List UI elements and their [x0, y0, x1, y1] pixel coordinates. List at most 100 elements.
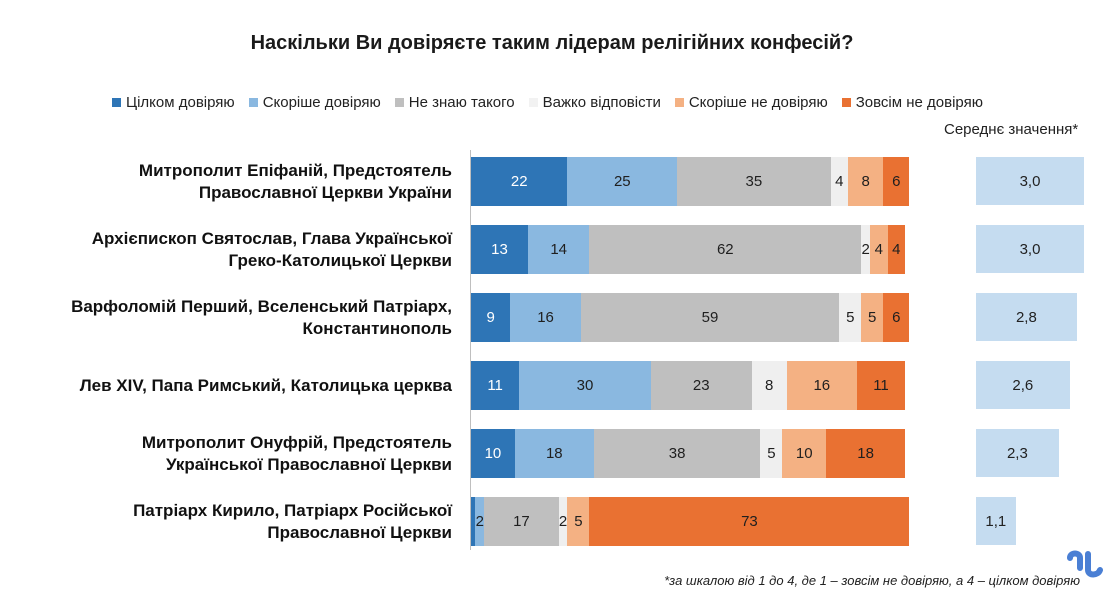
bar-segment: 11	[856, 361, 906, 410]
average-column-title: Середнє значення*	[944, 121, 1079, 138]
row-label: Митрополит Епіфаній, Предстоятель Правосл…	[139, 160, 452, 204]
bar-segment: 11	[471, 361, 520, 410]
bar-data-label: 2	[558, 513, 568, 530]
chart-baseline	[470, 150, 471, 550]
legend-swatch	[394, 97, 404, 107]
bar-data-label: 73	[741, 513, 758, 530]
bar-segment: 2	[475, 497, 485, 546]
average-value-label: 3,0	[1019, 240, 1041, 258]
legend-item: Скоріше довіряю	[248, 93, 381, 111]
chart-legend: Цілком довіряю Скоріше довіряю Не знаю так…	[112, 93, 997, 111]
legend-item: Зовсім не довіряю	[841, 93, 983, 111]
average-value-box: 3,0	[976, 225, 1084, 273]
row-label-line: Архієпископ Святослав, Глава Української	[91, 228, 452, 248]
bar-data-label: 6	[892, 309, 901, 326]
legend-item: Не знаю такого	[394, 94, 515, 111]
average-value-label: 2,8	[1015, 308, 1037, 326]
legend-label: Скоріше довіряю	[262, 93, 381, 111]
bar-segment: 2	[861, 225, 871, 274]
footnote: *за шкалою від 1 до 4, де 1 – зовсім не …	[664, 573, 1080, 588]
row-label-line: Константинополь	[302, 318, 452, 338]
bar-segment: 6	[883, 293, 910, 342]
legend-item: Важко відповісти	[528, 93, 661, 111]
bar-segment: 18	[514, 429, 594, 478]
bar-data-label: 4	[835, 173, 844, 190]
row-label: Варфоломій Перший, Вселенський Патріарх,…	[71, 296, 452, 340]
bar-segment: 5	[839, 293, 862, 342]
bar-segment: 10	[471, 429, 515, 478]
bar-data-label: 6	[892, 173, 901, 190]
bar-segment: 4	[887, 225, 906, 274]
bar-segment: 38	[593, 429, 761, 478]
bar-segment: 22	[471, 157, 568, 206]
brand-logo-icon	[1067, 550, 1103, 578]
logo-stroke-right	[1085, 551, 1103, 578]
bar-data-label: 8	[861, 173, 870, 190]
legend-label: Скоріше не довіряю	[688, 93, 828, 111]
row-label: Архієпископ Святослав, Глава Української…	[92, 228, 452, 272]
legend-item: Скоріше не довіряю	[674, 93, 828, 111]
row-label-line: Варфоломій Перший, Вселенський Патріарх,	[71, 296, 452, 316]
bar-segment: 8	[751, 361, 787, 410]
logo-stroke-left	[1067, 550, 1083, 571]
average-value-box: 2,3	[976, 429, 1059, 477]
bar-segment: 16	[510, 293, 581, 342]
chart-title: Наскільки Ви довіряєте таким лідерам рел…	[250, 32, 854, 54]
bar-segment: 25	[567, 157, 678, 206]
legend-label: Зовсім не довіряю	[855, 93, 983, 111]
row-label-line: Української Православної Церкви	[165, 454, 452, 474]
average-value-box: 2,6	[976, 361, 1070, 409]
bar-data-label: 62	[716, 241, 734, 258]
row-label: Патріарх Кирило, Патріарх Російської Прав…	[133, 500, 452, 544]
bar-segment: 62	[589, 225, 862, 274]
bar-segment: 8	[848, 157, 884, 206]
row-label-line: Лев XIV, Папа Римський, Католицька церкв…	[79, 375, 452, 395]
bar-segment: 4	[870, 225, 888, 274]
average-value-label: 1,1	[985, 512, 1007, 530]
bar-segment: 18	[826, 429, 906, 478]
bar-segment: 9	[471, 293, 511, 342]
bar-data-label: 18	[857, 445, 874, 462]
legend-item: Цілком довіряю	[112, 94, 235, 111]
bar-data-label: 10	[795, 445, 813, 462]
average-value-box: 1,1	[976, 497, 1016, 545]
bar-data-label: 2	[475, 513, 484, 530]
legend-label: Цілком довіряю	[126, 93, 235, 111]
legend-swatch	[248, 97, 258, 107]
bar-data-label: 23	[692, 377, 710, 394]
bar-segment: 5	[861, 293, 884, 342]
row-label-line: Православної Церкви України	[198, 182, 452, 202]
bar-data-label: 5	[767, 445, 776, 462]
average-value-label: 3,0	[1019, 172, 1041, 190]
legend-label: Важко відповісти	[542, 93, 661, 111]
bar-data-label: 30	[576, 377, 594, 394]
bar-segment: 59	[580, 293, 840, 342]
bar-segment: 73	[589, 497, 910, 546]
bar-data-label: 10	[484, 445, 502, 462]
bar-data-label: 5	[574, 513, 583, 530]
bar-data-label: 14	[550, 241, 568, 258]
bar-data-label: 11	[873, 377, 889, 394]
average-value-box: 2,8	[976, 293, 1077, 341]
legend-swatch	[528, 97, 538, 107]
legend-swatch	[841, 97, 851, 107]
row-label-line: Православної Церкви	[267, 522, 452, 542]
bar-segment: 23	[650, 361, 752, 410]
bar-data-label: 22	[510, 173, 528, 190]
bar-data-label: 17	[513, 513, 530, 530]
bar-data-label: 59	[701, 309, 719, 326]
average-value-label: 2,6	[1012, 376, 1034, 394]
average-value-box: 3,0	[976, 157, 1084, 205]
bar-data-label: 5	[868, 309, 877, 326]
bar-data-label: 11	[487, 377, 503, 394]
bar-segment: 4	[830, 157, 849, 206]
bar-data-label: 4	[874, 241, 883, 258]
legend-swatch	[674, 97, 684, 107]
bar-data-label: 9	[486, 309, 495, 326]
bar-segment: 10	[782, 429, 827, 478]
row-label-line: Греко-Католицької Церкви	[228, 250, 452, 270]
bar-segment: 16	[786, 361, 857, 410]
legend-swatch	[112, 97, 121, 107]
average-value-label: 2,3	[1006, 444, 1028, 462]
bar-data-label: 38	[668, 445, 686, 462]
